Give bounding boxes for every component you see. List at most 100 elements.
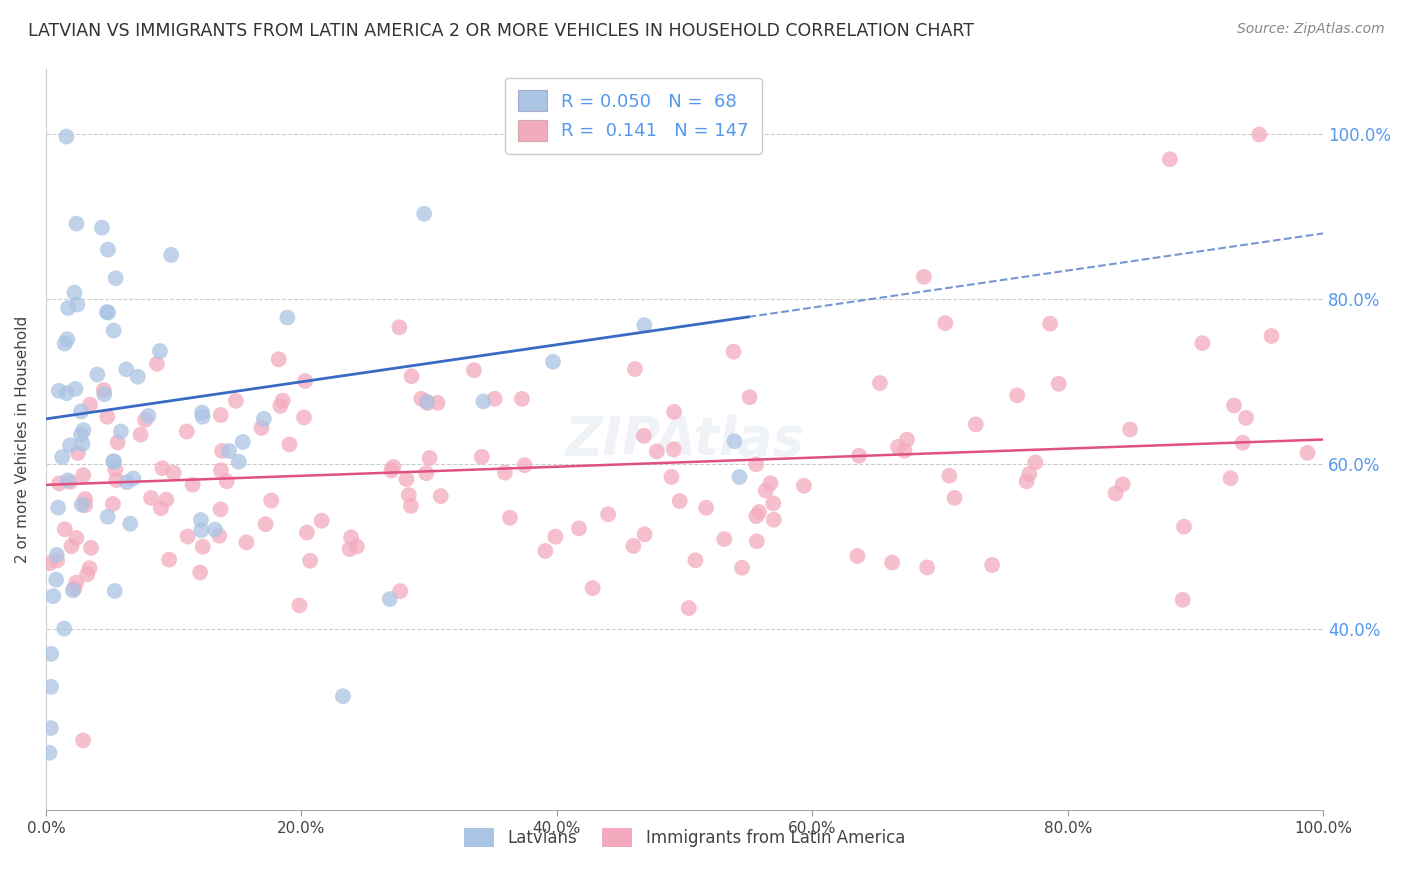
Point	[103, 454, 125, 468]
Point	[271, 393, 294, 408]
Point	[426, 396, 449, 410]
Point	[53, 522, 76, 536]
Point	[63, 285, 86, 300]
Point	[346, 540, 368, 554]
Point	[943, 491, 966, 505]
Point	[60, 539, 83, 553]
Point	[678, 601, 700, 615]
Point	[938, 468, 960, 483]
Legend: Latvians, Immigrants from Latin America: Latvians, Immigrants from Latin America	[457, 822, 911, 855]
Point	[1191, 336, 1213, 351]
Text: Source: ZipAtlas.com: Source: ZipAtlas.com	[1237, 22, 1385, 37]
Point	[209, 502, 232, 516]
Point	[267, 352, 290, 367]
Point	[299, 554, 322, 568]
Point	[39, 721, 62, 735]
Point	[416, 396, 439, 410]
Point	[42, 589, 65, 603]
Point	[915, 560, 938, 574]
Point	[190, 513, 212, 527]
Point	[893, 443, 915, 458]
Point	[295, 525, 318, 540]
Point	[411, 392, 433, 406]
Text: LATVIAN VS IMMIGRANTS FROM LATIN AMERICA 2 OR MORE VEHICLES IN HOUSEHOLD CORRELA: LATVIAN VS IMMIGRANTS FROM LATIN AMERICA…	[28, 22, 974, 40]
Point	[499, 510, 522, 524]
Point	[235, 535, 257, 549]
Point	[97, 305, 120, 319]
Point	[115, 475, 138, 489]
Point	[848, 449, 870, 463]
Point	[72, 437, 94, 451]
Point	[75, 498, 97, 512]
Point	[75, 492, 97, 507]
Point	[79, 398, 101, 412]
Point	[209, 463, 232, 477]
Point	[93, 383, 115, 397]
Point	[633, 318, 655, 333]
Point	[53, 336, 76, 351]
Point	[534, 544, 557, 558]
Point	[695, 500, 717, 515]
Point	[127, 369, 149, 384]
Point	[93, 387, 115, 401]
Point	[253, 412, 276, 426]
Point	[225, 393, 247, 408]
Point	[748, 505, 770, 519]
Point	[738, 390, 761, 404]
Point	[104, 584, 127, 599]
Point	[339, 542, 361, 557]
Point	[232, 434, 254, 449]
Point	[39, 647, 62, 661]
Point	[70, 427, 93, 442]
Point	[1024, 455, 1046, 469]
Point	[1039, 317, 1062, 331]
Point	[645, 444, 668, 458]
Point	[294, 374, 316, 388]
Point	[65, 531, 87, 545]
Point	[1005, 388, 1028, 402]
Point	[1249, 128, 1271, 142]
Point	[633, 429, 655, 443]
Point	[65, 217, 87, 231]
Point	[146, 357, 169, 371]
Point	[53, 622, 76, 636]
Point	[1223, 399, 1246, 413]
Point	[122, 471, 145, 485]
Point	[181, 477, 204, 491]
Point	[218, 444, 240, 458]
Point	[176, 529, 198, 543]
Point	[1119, 422, 1142, 436]
Point	[568, 521, 591, 535]
Point	[129, 427, 152, 442]
Point	[115, 362, 138, 376]
Point	[190, 523, 212, 537]
Point	[685, 553, 707, 567]
Point	[401, 369, 423, 384]
Point	[76, 567, 98, 582]
Point	[228, 455, 250, 469]
Point	[70, 498, 93, 512]
Point	[965, 417, 987, 432]
Point	[728, 470, 751, 484]
Point	[55, 386, 77, 401]
Point	[882, 556, 904, 570]
Point	[155, 492, 177, 507]
Point	[191, 409, 214, 424]
Point	[65, 382, 87, 396]
Point	[896, 433, 918, 447]
Point	[191, 405, 214, 419]
Point	[97, 243, 120, 257]
Point	[472, 394, 495, 409]
Point	[204, 523, 226, 537]
Point	[152, 461, 174, 475]
Point	[55, 129, 77, 144]
Point	[378, 592, 401, 607]
Point	[250, 421, 273, 435]
Point	[66, 297, 89, 311]
Point	[429, 489, 451, 503]
Point	[104, 462, 127, 476]
Point	[103, 454, 125, 468]
Point	[139, 491, 162, 505]
Point	[1232, 435, 1254, 450]
Point	[581, 581, 603, 595]
